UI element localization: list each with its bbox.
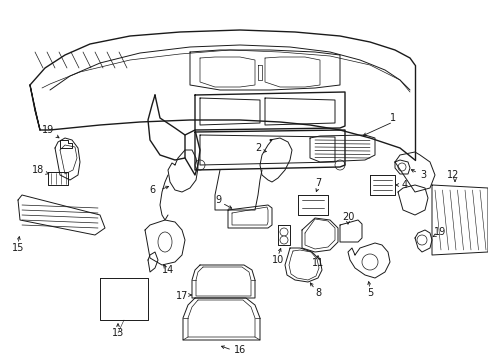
Text: 6: 6 bbox=[149, 185, 155, 195]
Text: 17: 17 bbox=[176, 291, 188, 301]
Text: 16: 16 bbox=[233, 345, 245, 355]
Text: 5: 5 bbox=[366, 288, 372, 298]
Text: 4: 4 bbox=[401, 180, 407, 190]
Circle shape bbox=[334, 160, 345, 170]
Text: 18: 18 bbox=[32, 165, 44, 175]
Text: 2: 2 bbox=[254, 143, 261, 153]
Text: 20: 20 bbox=[341, 212, 353, 222]
Text: 8: 8 bbox=[314, 288, 321, 298]
Text: 15: 15 bbox=[12, 243, 24, 253]
Ellipse shape bbox=[158, 232, 172, 252]
Text: 3: 3 bbox=[419, 170, 425, 180]
Text: 14: 14 bbox=[162, 265, 174, 275]
Circle shape bbox=[416, 235, 426, 245]
Text: 7: 7 bbox=[314, 178, 321, 188]
Circle shape bbox=[280, 228, 287, 236]
Text: 19: 19 bbox=[433, 227, 445, 237]
Text: 10: 10 bbox=[271, 255, 284, 265]
Text: 12: 12 bbox=[446, 170, 458, 180]
Circle shape bbox=[195, 160, 204, 170]
Text: 13: 13 bbox=[112, 328, 124, 338]
Text: 1: 1 bbox=[389, 113, 395, 123]
Text: 19: 19 bbox=[42, 125, 54, 135]
Circle shape bbox=[280, 236, 287, 244]
Circle shape bbox=[397, 163, 405, 171]
Circle shape bbox=[361, 254, 377, 270]
Text: 9: 9 bbox=[215, 195, 221, 205]
Text: 11: 11 bbox=[311, 258, 324, 268]
